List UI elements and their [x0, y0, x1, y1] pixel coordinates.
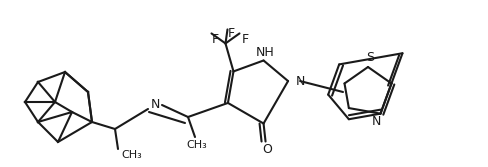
Text: N: N [371, 115, 381, 128]
Text: NH: NH [256, 46, 274, 59]
Text: F: F [242, 33, 248, 46]
Text: N: N [295, 74, 305, 88]
Text: CH₃: CH₃ [121, 150, 142, 160]
Text: CH₃: CH₃ [186, 140, 207, 150]
Text: F: F [227, 27, 235, 40]
Text: S: S [365, 50, 373, 63]
Text: N: N [150, 99, 160, 112]
Text: O: O [262, 143, 272, 156]
Text: F: F [211, 33, 219, 46]
